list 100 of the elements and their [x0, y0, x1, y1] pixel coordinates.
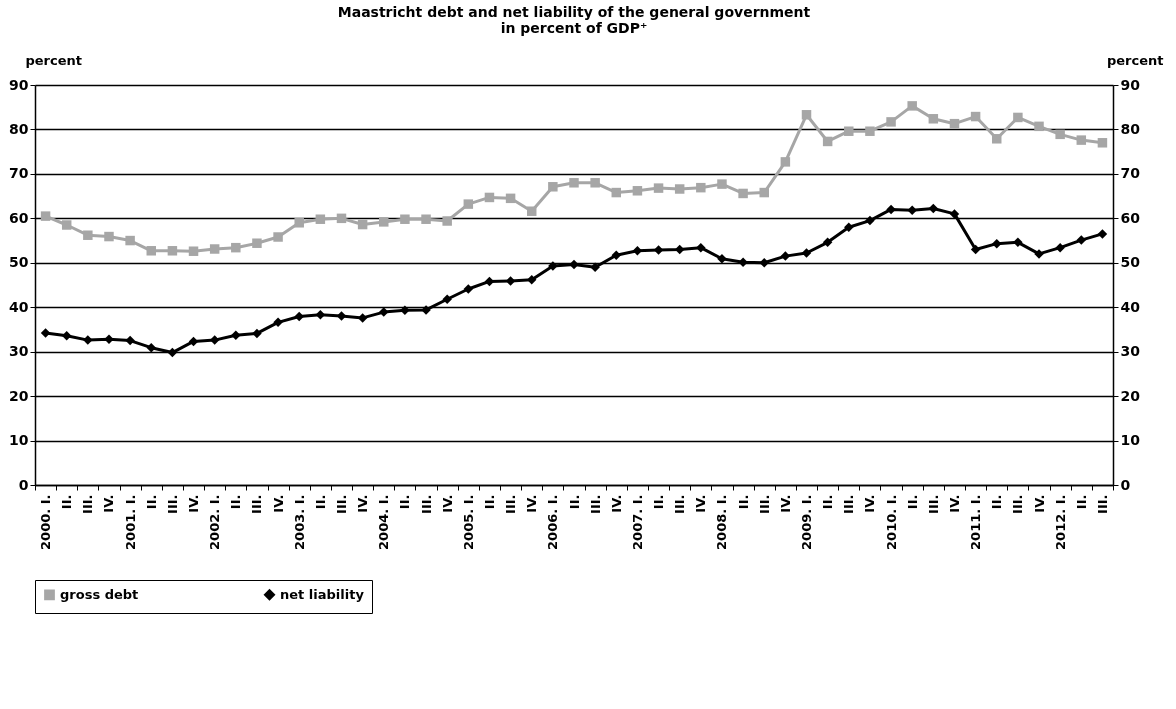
x-tick-label: 2002. I. — [207, 494, 223, 550]
point — [590, 178, 600, 188]
point — [421, 214, 431, 224]
point — [336, 213, 347, 224]
x-tick-label: III. — [756, 494, 772, 514]
point — [188, 246, 199, 256]
point — [526, 206, 537, 216]
y2-tick-label: 40 — [1120, 298, 1141, 315]
x-tick-label: 2010. I. — [883, 494, 899, 550]
x-tick-label: III. — [1010, 494, 1026, 514]
point — [315, 214, 326, 224]
point — [696, 182, 706, 193]
x-tick-label: III. — [503, 494, 519, 514]
y-tick-label: 30 — [9, 343, 29, 360]
point — [949, 118, 960, 129]
point — [463, 199, 474, 209]
point — [886, 117, 896, 127]
text: Maastricht debt and net liability of the general government — [337, 4, 811, 20]
x-tick-label: 2003. I. — [291, 494, 307, 550]
point — [146, 246, 156, 256]
point — [548, 261, 558, 271]
point — [759, 187, 769, 198]
point — [505, 193, 516, 204]
y2-tick-label: 60 — [1120, 209, 1141, 226]
x-tick-label: III. — [672, 494, 688, 514]
y-tick-label: 80 — [9, 120, 29, 137]
y-tick-label: 60 — [9, 209, 29, 226]
point — [717, 254, 727, 264]
point — [146, 342, 156, 353]
point — [569, 259, 579, 270]
point — [569, 178, 579, 188]
x-tick-label: II. — [312, 494, 328, 510]
x-tick-label: II. — [904, 494, 920, 510]
point — [1013, 112, 1023, 123]
point — [400, 305, 410, 316]
x-tick-label: 2004. I. — [376, 494, 392, 550]
y2-tick-label: 90 — [1120, 76, 1141, 93]
x-tick-label: 2001. I. — [122, 494, 138, 550]
point — [83, 335, 93, 345]
x-tick-label: III. — [80, 494, 96, 514]
x-tick-label: 2008. I. — [714, 494, 730, 550]
point — [231, 242, 241, 253]
y2-tick-label: 30 — [1120, 343, 1141, 360]
y2-tick-label: 80 — [1120, 120, 1141, 137]
point — [632, 186, 643, 196]
point — [252, 238, 262, 248]
x-tick-label: III. — [249, 494, 265, 514]
point — [442, 216, 452, 226]
x-tick-label: II. — [143, 494, 159, 510]
x-tick-label: IV. — [439, 494, 455, 513]
point — [801, 110, 812, 120]
point — [379, 307, 389, 317]
point — [336, 311, 347, 321]
point — [1055, 129, 1065, 140]
x-tick-label: 2005. I. — [460, 494, 476, 550]
x-tick-label: II. — [59, 494, 75, 510]
point — [674, 184, 685, 194]
point — [273, 232, 283, 242]
point — [970, 244, 981, 255]
legend-label: gross debt — [60, 586, 139, 602]
point — [40, 211, 51, 221]
point — [484, 276, 495, 287]
point — [167, 246, 178, 256]
point — [780, 157, 791, 167]
x-tick-label: III. — [1094, 494, 1110, 514]
point — [61, 220, 72, 230]
point — [886, 204, 896, 215]
point — [992, 238, 1002, 249]
x-tick-label: 2007. I. — [629, 494, 645, 550]
point — [907, 205, 917, 216]
x-tick-label: II. — [228, 494, 244, 510]
x-tick-label: IV. — [355, 494, 371, 513]
x-tick-label: IV. — [777, 494, 793, 513]
point — [844, 222, 854, 232]
y2-tick-label: 50 — [1120, 254, 1141, 271]
point — [1097, 138, 1108, 148]
point — [379, 217, 389, 227]
x-tick-label: II. — [1073, 494, 1089, 510]
text: in percent of GDP⁺ — [500, 20, 648, 36]
point — [294, 218, 304, 228]
point — [611, 250, 622, 260]
x-tick-label: II. — [397, 494, 413, 510]
point — [865, 215, 875, 226]
point — [928, 203, 939, 214]
y-tick-label: 20 — [9, 387, 29, 404]
point — [653, 183, 664, 193]
point — [40, 328, 51, 338]
x-tick-label: IV. — [524, 494, 540, 513]
point — [167, 347, 178, 358]
x-tick-label: III. — [164, 494, 180, 514]
y-tick-label: 0 — [18, 476, 29, 493]
y2-tick-label: 20 — [1120, 387, 1141, 404]
point — [548, 182, 558, 192]
point — [696, 242, 706, 253]
point — [590, 262, 600, 272]
point — [1097, 229, 1108, 239]
point — [61, 330, 72, 341]
x-tick-label: III. — [841, 494, 857, 514]
point — [252, 328, 262, 339]
y-tick-label: 10 — [9, 432, 29, 449]
